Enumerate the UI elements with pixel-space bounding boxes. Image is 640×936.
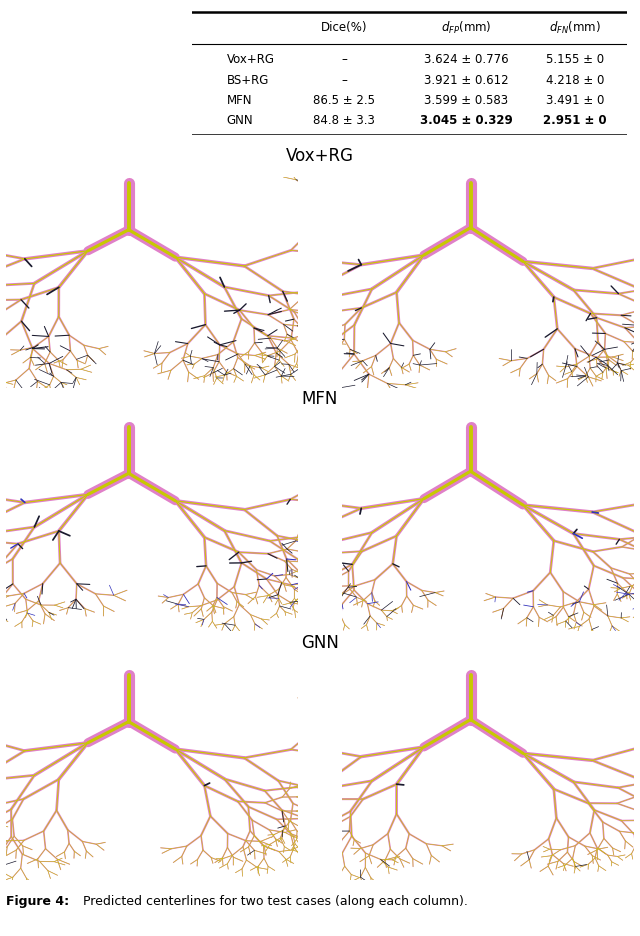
Text: Dice(%): Dice(%) <box>321 22 367 35</box>
Text: Predicted centerlines for two test cases (along each column).: Predicted centerlines for two test cases… <box>79 895 467 907</box>
Text: –: – <box>341 53 348 66</box>
Text: 3.491 ± 0: 3.491 ± 0 <box>546 94 604 107</box>
Text: MFN: MFN <box>227 94 252 107</box>
Text: 3.921 ± 0.612: 3.921 ± 0.612 <box>424 74 509 87</box>
Text: Vox+RG: Vox+RG <box>227 53 275 66</box>
Text: 4.218 ± 0: 4.218 ± 0 <box>546 74 604 87</box>
Text: BS+RG: BS+RG <box>227 74 269 87</box>
Text: GNN: GNN <box>301 633 339 651</box>
Text: 3.624 ± 0.776: 3.624 ± 0.776 <box>424 53 509 66</box>
Text: 5.155 ± 0: 5.155 ± 0 <box>546 53 604 66</box>
Text: GNN: GNN <box>227 114 253 127</box>
Text: 3.045 ± 0.329: 3.045 ± 0.329 <box>420 114 513 127</box>
Text: 84.8 ± 3.3: 84.8 ± 3.3 <box>314 114 375 127</box>
Text: Figure 4:: Figure 4: <box>6 895 70 907</box>
Text: 3.599 ± 0.583: 3.599 ± 0.583 <box>424 94 508 107</box>
Text: Vox+RG: Vox+RG <box>286 146 354 165</box>
Text: 2.951 ± 0: 2.951 ± 0 <box>543 114 607 127</box>
Text: –: – <box>341 74 348 87</box>
Text: $d_{FN}$(mm): $d_{FN}$(mm) <box>549 20 601 36</box>
Text: MFN: MFN <box>302 389 338 408</box>
Text: 86.5 ± 2.5: 86.5 ± 2.5 <box>314 94 375 107</box>
Text: $d_{FP}$(mm): $d_{FP}$(mm) <box>441 20 492 36</box>
